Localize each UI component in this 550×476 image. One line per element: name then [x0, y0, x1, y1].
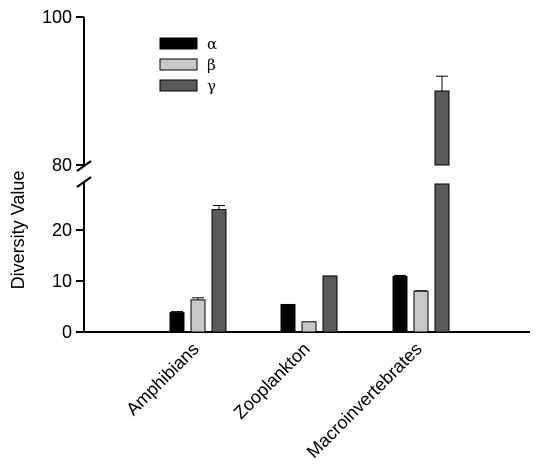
category-label-macroinvertebrates: Macroinvertebrates: [303, 339, 426, 462]
y-axis-title: Diversity Value: [8, 171, 28, 290]
legend-swatch-1: [159, 58, 198, 71]
axes: 0 10 20 80 100: [42, 7, 530, 342]
legend: αβγ: [159, 35, 217, 95]
legend-label-2: γ: [207, 77, 216, 95]
bar-zooplankton-0: [280, 303, 296, 333]
y-axis-label: Diversity Value: [8, 171, 28, 290]
y-tick-label: 20: [52, 220, 72, 240]
bar-amphibians-1: [190, 299, 206, 333]
bars: [169, 75, 450, 333]
bar-zooplankton-2: [322, 275, 338, 333]
y-tick-label: 10: [52, 271, 72, 291]
y-tick-label: 80: [52, 155, 72, 175]
bar-macroinvertebrates-2-upper: [434, 90, 450, 166]
legend-swatch-2: [159, 79, 198, 92]
y-tick-label: 100: [42, 7, 72, 27]
bar-amphibians-0: [169, 312, 185, 333]
bar-amphibians-2: [211, 209, 227, 333]
axis-break-mark: [76, 176, 92, 188]
bar-macroinvertebrates-2: [434, 183, 450, 333]
category-label-zooplankton: Zooplankton: [230, 339, 314, 423]
legend-label-1: β: [207, 56, 216, 74]
bar-zooplankton-1: [301, 321, 317, 333]
legend-swatch-0: [159, 37, 198, 50]
bar-macroinvertebrates-1: [413, 290, 429, 333]
legend-label-0: α: [207, 35, 217, 53]
y-tick-label: 0: [62, 322, 72, 342]
category-label-amphibians: Amphibians: [122, 339, 203, 420]
bar-macroinvertebrates-0: [392, 275, 408, 333]
